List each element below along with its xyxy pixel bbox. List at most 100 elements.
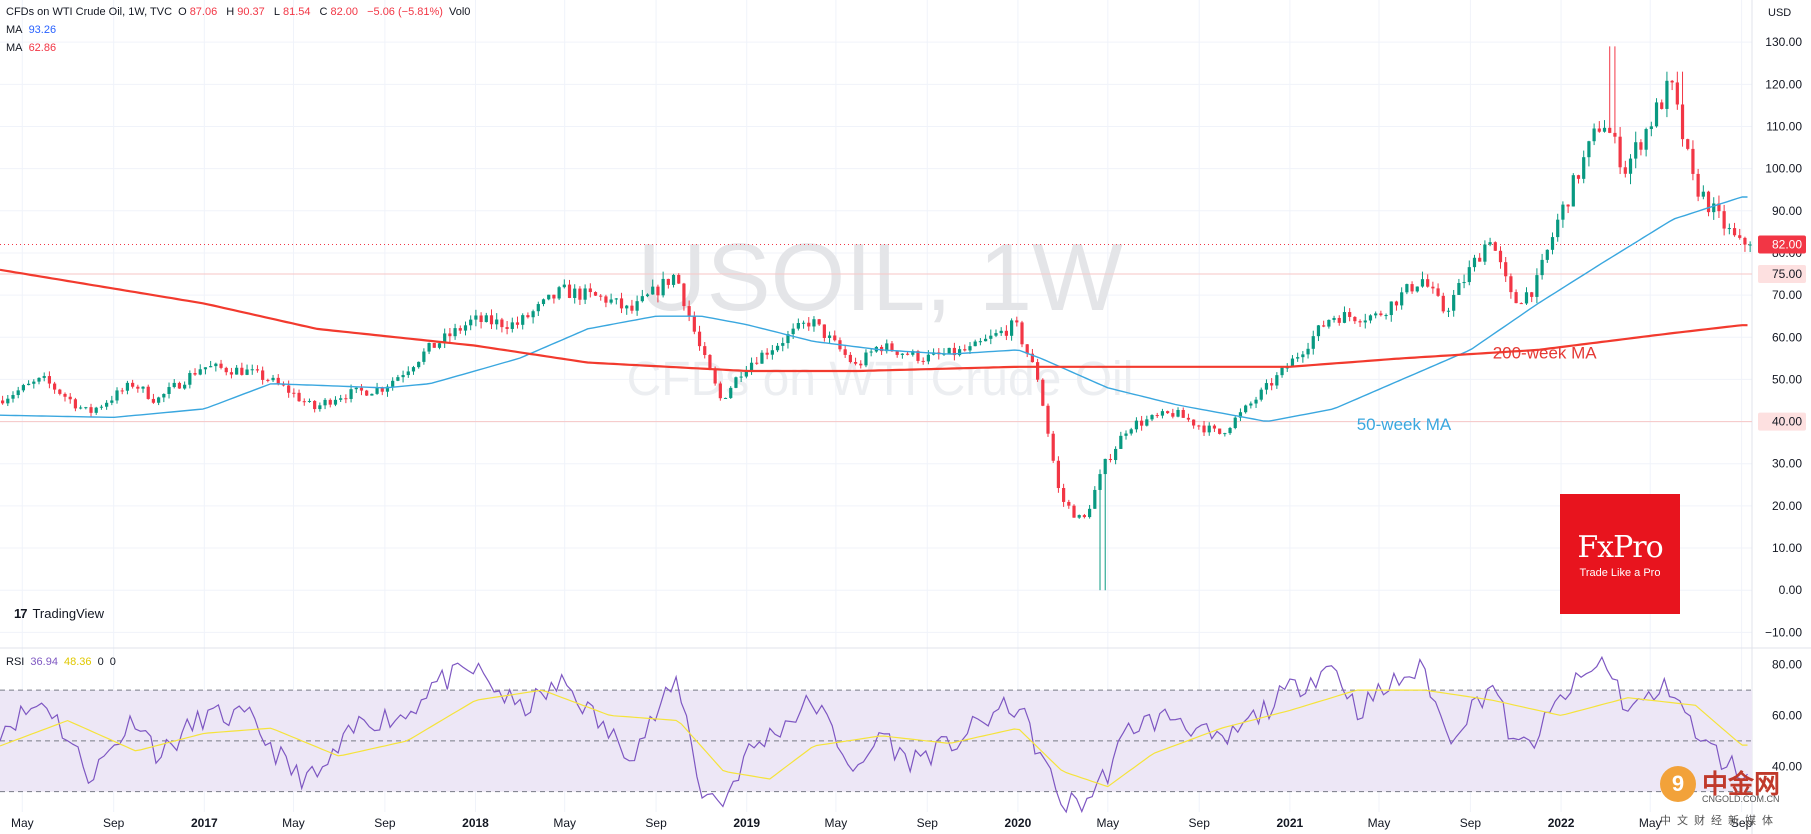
candle <box>323 398 327 410</box>
candle <box>1140 415 1144 431</box>
candle <box>541 298 546 307</box>
candle <box>1114 446 1118 465</box>
candle <box>510 317 514 333</box>
candle <box>448 327 452 343</box>
ma50-legend[interactable]: MA 93.26 <box>6 24 57 36</box>
candle <box>292 388 296 398</box>
candle-body <box>635 301 639 311</box>
candle-body <box>1009 320 1014 336</box>
candle <box>739 371 743 383</box>
candle-body <box>1114 448 1118 461</box>
candle-body <box>968 346 972 351</box>
candle-body <box>193 373 197 375</box>
candle <box>1322 320 1326 328</box>
candle-body <box>1202 425 1206 433</box>
candle <box>406 366 410 378</box>
candle-body <box>1592 128 1596 142</box>
candle-body <box>463 325 468 331</box>
candle-body <box>978 341 982 343</box>
candle-body <box>1639 142 1643 150</box>
candle <box>1462 274 1466 289</box>
candle <box>1015 316 1019 327</box>
candle <box>593 291 598 297</box>
candle-body <box>963 349 967 351</box>
candle-body <box>526 315 530 318</box>
candle-body <box>1722 211 1726 229</box>
rsi-legend[interactable]: RSI 36.94 48.36 0 0 <box>6 656 116 668</box>
ma200-legend[interactable]: MA 62.86 <box>6 42 57 54</box>
x-tick-label: May <box>282 816 305 830</box>
candle-body <box>1285 367 1289 369</box>
candle <box>1186 413 1191 422</box>
candle-body <box>1098 474 1102 490</box>
candle <box>999 327 1003 336</box>
y-tick-label: 130.00 <box>1765 35 1802 49</box>
candle <box>895 350 899 358</box>
candle-body <box>1358 321 1362 323</box>
price-badge-label: 40.00 <box>1772 415 1802 429</box>
candle <box>630 299 634 314</box>
candle-body <box>1290 358 1295 368</box>
candle <box>1478 253 1482 262</box>
candle-body <box>1197 425 1201 427</box>
candle <box>1020 320 1024 348</box>
candle-body <box>209 366 213 368</box>
candle-body <box>1540 259 1544 276</box>
candle <box>1275 372 1279 389</box>
candle-body <box>1493 242 1497 251</box>
candle-body <box>864 352 868 366</box>
tradingview-logo[interactable]: 17 TradingView <box>14 606 105 621</box>
candle-body <box>640 296 644 302</box>
candle <box>141 386 145 393</box>
candle <box>1400 287 1404 310</box>
volume-value: Vol0 <box>449 6 471 18</box>
candle-body <box>630 305 634 311</box>
candle <box>1748 241 1752 253</box>
candle <box>1441 292 1445 314</box>
candle <box>1498 246 1503 269</box>
candle-body <box>1514 292 1518 304</box>
candle <box>1717 195 1721 219</box>
candle <box>1644 127 1648 157</box>
candle-body <box>796 323 800 329</box>
candle <box>651 279 655 295</box>
candle-body <box>73 399 78 409</box>
candle-body <box>1212 425 1217 429</box>
candle <box>162 393 166 403</box>
candle <box>1602 120 1607 133</box>
candle <box>266 378 270 383</box>
candle-body <box>916 351 920 361</box>
candle <box>1618 127 1622 175</box>
candle <box>619 292 624 314</box>
candle <box>952 342 956 361</box>
candle <box>385 384 390 397</box>
candle-body <box>1587 141 1591 158</box>
rsi-tick-label: 60.00 <box>1772 708 1802 722</box>
candle <box>16 386 20 399</box>
candle-body <box>432 342 436 348</box>
candle <box>1134 417 1139 433</box>
candle <box>1467 260 1471 286</box>
candle <box>1691 140 1695 181</box>
candle <box>1264 379 1269 395</box>
candle-body <box>1140 420 1144 426</box>
candle-body <box>1244 405 1248 413</box>
candle <box>604 294 608 308</box>
candle-body <box>1129 429 1133 434</box>
candle-body <box>765 352 769 355</box>
candle-body <box>822 324 826 338</box>
candle-body <box>1228 428 1232 434</box>
candle <box>864 349 868 368</box>
candle-body <box>489 315 494 325</box>
candle <box>1472 254 1477 272</box>
candle-body <box>318 405 322 410</box>
candle <box>1119 431 1123 449</box>
candle-body <box>255 369 260 371</box>
candle <box>578 286 582 305</box>
candle <box>1504 257 1508 282</box>
candle-body <box>656 286 660 296</box>
candle <box>313 400 317 413</box>
candle <box>885 339 889 354</box>
y-tick-label: 70.00 <box>1772 288 1802 302</box>
